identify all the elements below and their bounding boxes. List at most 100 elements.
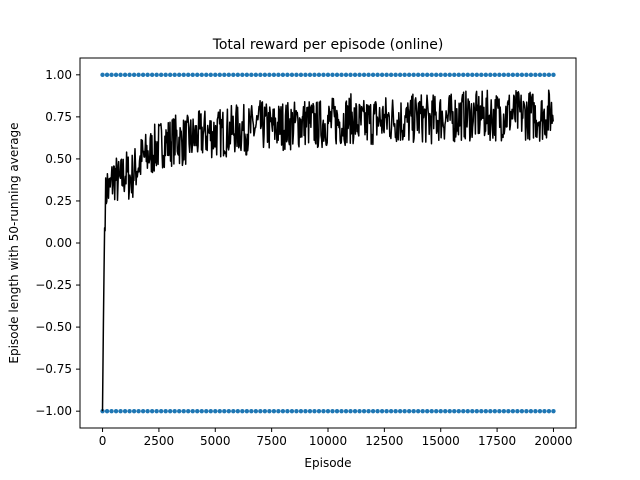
reward-point <box>546 408 552 414</box>
reward-point <box>533 72 538 78</box>
reward-scatter-series <box>100 72 556 414</box>
reward-point <box>240 72 245 78</box>
reward-point <box>388 408 394 414</box>
y-tick-label: 0.50 <box>45 152 72 166</box>
reward-point <box>352 408 358 414</box>
reward-point <box>222 408 227 414</box>
reward-point <box>190 72 195 78</box>
reward-point <box>127 408 132 414</box>
x-tick-label: 0 <box>99 434 107 448</box>
reward-point <box>361 408 367 414</box>
reward-point <box>321 408 326 414</box>
reward-point <box>425 72 430 78</box>
reward-point <box>501 408 507 414</box>
reward-point <box>149 72 155 78</box>
reward-point <box>312 72 317 78</box>
reward-point <box>109 408 114 414</box>
reward-point <box>402 72 407 78</box>
reward-point <box>497 408 502 414</box>
reward-point <box>411 408 416 414</box>
reward-point <box>375 72 380 78</box>
reward-point <box>406 408 412 414</box>
reward-point <box>348 72 353 78</box>
reward-point <box>519 72 525 78</box>
reward-point <box>470 72 475 78</box>
reward-point <box>262 72 268 78</box>
reward-point <box>127 72 132 78</box>
reward-point <box>474 72 479 78</box>
reward-point <box>438 72 443 78</box>
reward-point <box>118 72 123 78</box>
reward-point <box>537 408 543 414</box>
reward-point <box>524 408 529 414</box>
y-tick-label: −0.50 <box>35 320 72 334</box>
x-tick-label: 12500 <box>365 434 403 448</box>
reward-point <box>195 72 200 78</box>
reward-point <box>253 72 259 78</box>
reward-point <box>370 72 376 78</box>
reward-point <box>222 72 227 78</box>
reward-point <box>100 72 105 78</box>
reward-point <box>213 408 218 414</box>
reward-point <box>397 72 403 78</box>
y-tick-label: −0.25 <box>35 278 72 292</box>
x-axis-label: Episode <box>304 456 351 470</box>
reward-point <box>235 408 241 414</box>
reward-point <box>181 408 186 414</box>
reward-point <box>452 408 457 414</box>
reward-point <box>181 72 186 78</box>
reward-point <box>104 72 110 78</box>
reward-point <box>393 72 398 78</box>
reward-point <box>483 72 489 78</box>
reward-point <box>429 408 434 414</box>
reward-point <box>190 408 195 414</box>
reward-point <box>447 408 452 414</box>
reward-point <box>307 72 313 78</box>
reward-point <box>334 72 340 78</box>
reward-point <box>402 408 407 414</box>
reward-point <box>330 408 335 414</box>
reward-point <box>177 408 182 414</box>
reward-point <box>434 408 439 414</box>
reward-point <box>429 72 434 78</box>
y-tick-label: −1.00 <box>35 404 72 418</box>
reward-point <box>546 72 552 78</box>
reward-point <box>294 72 299 78</box>
reward-point <box>330 72 335 78</box>
reward-point <box>533 408 538 414</box>
reward-point <box>118 408 123 414</box>
reward-point <box>303 408 308 414</box>
reward-point <box>420 72 425 78</box>
reward-point <box>479 408 484 414</box>
reward-point <box>528 72 534 78</box>
x-tick-label: 20000 <box>534 434 572 448</box>
reward-point <box>158 72 164 78</box>
reward-point <box>140 408 146 414</box>
plot-area <box>100 72 556 414</box>
x-tick-label: 15000 <box>422 434 460 448</box>
reward-point <box>537 72 543 78</box>
reward-point <box>294 408 299 414</box>
reward-point <box>542 72 547 78</box>
x-tick-label: 7500 <box>256 434 287 448</box>
reward-point <box>519 408 525 414</box>
reward-point <box>186 72 191 78</box>
reward-point <box>339 72 344 78</box>
reward-point <box>172 408 177 414</box>
reward-point <box>411 72 416 78</box>
reward-point <box>199 408 204 414</box>
reward-point <box>262 408 268 414</box>
reward-point <box>366 408 371 414</box>
reward-point <box>244 408 250 414</box>
reward-point <box>289 72 295 78</box>
reward-point <box>316 72 322 78</box>
reward-point <box>524 72 529 78</box>
reward-point <box>370 408 376 414</box>
reward-point <box>122 72 128 78</box>
reward-point <box>271 72 277 78</box>
y-axis: −1.00 −0.75 −0.50 −0.25 0.00 0.25 0.50 0.75 1.00 <box>35 68 80 418</box>
reward-point <box>343 72 349 78</box>
reward-point <box>488 72 493 78</box>
